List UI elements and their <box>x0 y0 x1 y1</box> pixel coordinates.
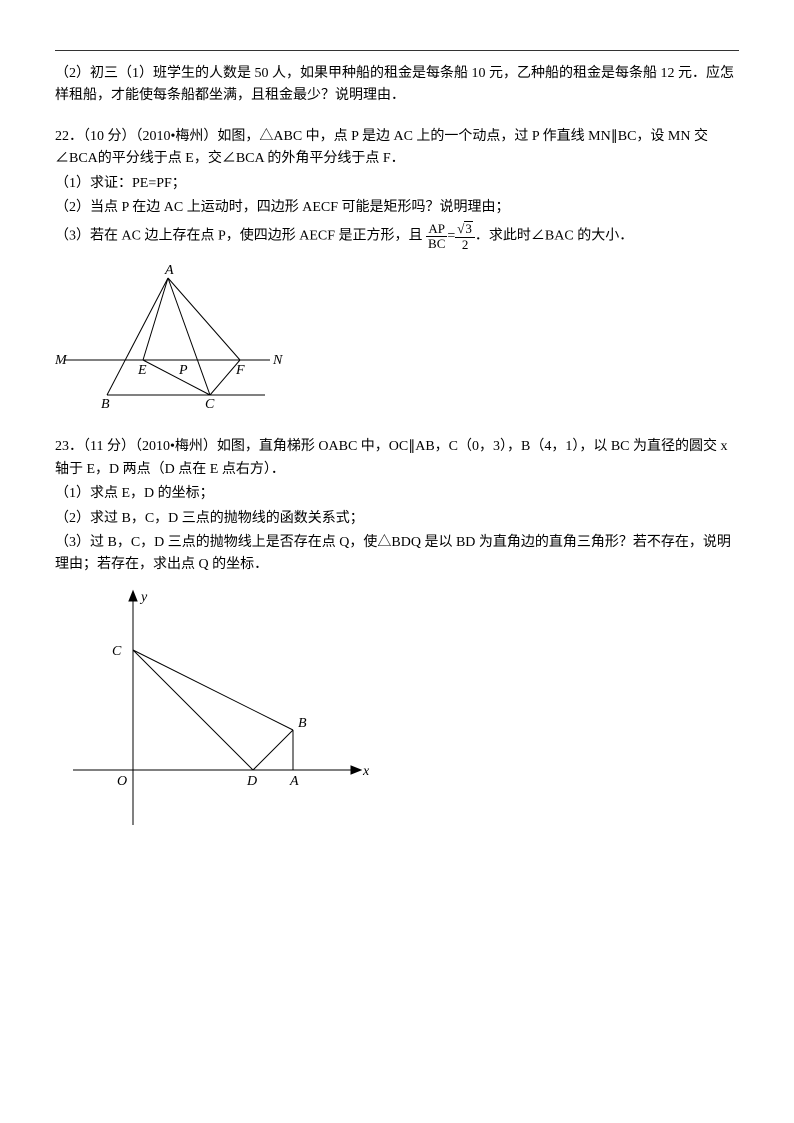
q22-label-n: N <box>272 353 283 368</box>
q23-label-x: x <box>362 764 370 779</box>
q23-header: 23．（11 分）（2010•梅州）如图，直角梯形 OABC 中，OC∥AB，C… <box>55 436 739 481</box>
q22-label-a: A <box>164 263 174 278</box>
q23-x-arrow <box>351 766 361 774</box>
q22-p2: （2）当点 P 在边 AC 上运动时，四边形 AECF 可能是矩形吗？说明理由； <box>55 197 739 219</box>
q22-frac1-den: BC <box>426 237 447 251</box>
q22-frac1-num: AP <box>426 222 447 237</box>
question-21-part2: （2）初三（1）班学生的人数是 50 人，如果甲种船的租金是每条船 10 元，乙… <box>55 63 739 108</box>
q22-p3-a: （3）若在 AC 边上存在点 P，使四边形 AECF 是正方形，且 <box>55 229 423 244</box>
page-top-rule <box>55 50 739 51</box>
q22-label-f: F <box>235 363 245 378</box>
q22-frac2-den: 2 <box>455 238 475 252</box>
q23-figure: O C B A D x y <box>55 585 739 853</box>
q22-label-b: B <box>101 397 110 410</box>
q23-svg: O C B A D x y <box>55 585 375 845</box>
q23-p2: （2）求过 B，C，D 三点的抛物线的函数关系式； <box>55 508 739 530</box>
q23-label-d: D <box>246 774 257 789</box>
q22-frac2: 3 2 <box>455 221 475 252</box>
question-22: 22．（10 分）（2010•梅州）如图，△ABC 中，点 P 是边 AC 上的… <box>55 126 739 419</box>
q21-p2-text: （2）初三（1）班学生的人数是 50 人，如果甲种船的租金是每条船 10 元，乙… <box>55 63 739 108</box>
q22-line-ca <box>168 278 210 395</box>
q23-p3: （3）过 B，C，D 三点的抛物线上是否存在点 Q，使△BDQ 是以 BD 为直… <box>55 532 739 577</box>
q23-label-y: y <box>139 590 148 605</box>
q22-label-c: C <box>205 397 215 410</box>
q22-line-af <box>168 278 240 360</box>
q23-label-c: C <box>112 644 122 659</box>
q23-label-o: O <box>117 774 127 789</box>
q23-y-arrow <box>129 591 137 601</box>
q22-label-p: P <box>178 363 188 378</box>
q23-line-cb <box>133 650 293 730</box>
q23-line-db <box>253 730 293 770</box>
q22-label-e: E <box>137 363 147 378</box>
q22-svg: A B C E F M N P <box>55 260 285 410</box>
q23-label-b: B <box>298 716 307 731</box>
q22-header: 22．（10 分）（2010•梅州）如图，△ABC 中，点 P 是边 AC 上的… <box>55 126 739 171</box>
q22-eq: = <box>447 229 455 244</box>
q22-p3: （3）若在 AC 边上存在点 P，使四边形 AECF 是正方形，且 AP BC … <box>55 221 739 252</box>
q22-frac2-num: 3 <box>455 221 475 237</box>
q22-label-m: M <box>55 353 68 368</box>
q23-p1: （1）求点 E，D 的坐标； <box>55 483 739 505</box>
q22-figure: A B C E F M N P <box>55 260 739 418</box>
q23-label-a: A <box>289 774 299 789</box>
q22-p3-b: ．求此时∠BAC 的大小． <box>475 229 633 244</box>
q22-p1: （1）求证：PE=PF； <box>55 173 739 195</box>
q22-line-ce <box>143 360 210 395</box>
q23-line-cd <box>133 650 253 770</box>
q22-frac1: AP BC <box>426 222 447 252</box>
question-23: 23．（11 分）（2010•梅州）如图，直角梯形 OABC 中，OC∥AB，C… <box>55 436 739 853</box>
